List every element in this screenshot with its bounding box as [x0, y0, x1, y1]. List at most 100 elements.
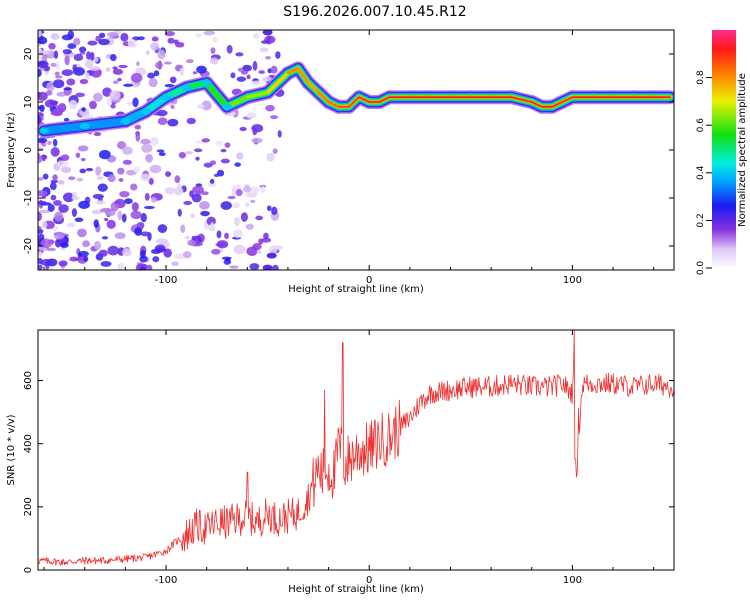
- top-y-tick-label: -10: [23, 190, 34, 206]
- spectrogram-cell: [40, 50, 52, 55]
- spectrogram-cell: [118, 178, 124, 182]
- spectrogram-cell: [71, 208, 78, 217]
- ridge-segment: [287, 67, 299, 74]
- spectrogram-cell: [96, 176, 104, 181]
- spectrogram-cell: [95, 35, 102, 42]
- spectrogram-cell: [38, 91, 48, 102]
- spectrogram-cell: [50, 33, 60, 40]
- spectrogram-cell: [50, 62, 57, 68]
- spectrogram-cell: [55, 61, 61, 71]
- top-x-axis: -100 0 100: [43, 30, 655, 286]
- spectrogram-cell: [266, 205, 272, 212]
- spectrogram-cell: [185, 59, 194, 64]
- spectrogram-cell: [117, 263, 125, 270]
- spectrogram-cell: [229, 265, 239, 269]
- spectrogram-cell: [47, 204, 55, 212]
- spectrogram-cell: [203, 30, 216, 36]
- spectrogram-cell: [143, 205, 155, 210]
- bottom-x-tick-label: -100: [155, 575, 178, 586]
- spectrogram-cell: [89, 51, 95, 61]
- spectrogram-cell: [95, 166, 102, 176]
- spectrogram-cell: [79, 51, 86, 55]
- spectrogram-cell: [200, 191, 209, 196]
- spectrogram-cell: [151, 36, 159, 42]
- spectrogram-cell: [210, 160, 217, 166]
- spectrogram-cell: [182, 251, 192, 259]
- spectrogram-cell: [68, 99, 78, 110]
- spectrogram-cell: [106, 98, 112, 107]
- spectrogram-cell: [251, 80, 261, 85]
- spectrogram-cell: [42, 173, 49, 180]
- spectrogram-cell: [210, 47, 216, 55]
- spectrogram-cell: [39, 104, 45, 112]
- bottom-y-axis: 0 200 400 600: [23, 371, 674, 573]
- spectrogram-cell: [116, 141, 127, 150]
- colorbar-tick-label: 0.2: [696, 213, 706, 227]
- spectrogram-cell: [63, 87, 72, 91]
- spectrogram-cell: [122, 159, 133, 165]
- spectrogram-cell: [239, 126, 247, 132]
- spectrogram-cell: [173, 253, 185, 260]
- spectrogram-cell: [235, 52, 244, 57]
- spectrogram-cell: [97, 183, 108, 192]
- spectrogram-cell: [78, 46, 87, 53]
- spectrogram-cell: [62, 49, 72, 55]
- spectrogram-cell: [84, 59, 94, 68]
- bottom-x-axis: -100 0 100: [43, 330, 655, 586]
- spectrogram-cell: [230, 72, 236, 79]
- spectrogram-cell: [72, 191, 77, 200]
- spectrogram-cell: [88, 66, 101, 71]
- spectrogram-cell: [258, 70, 265, 74]
- spectrogram-cell: [190, 213, 196, 219]
- spectrogram-cell: [177, 208, 182, 217]
- ridge-segment: [205, 82, 228, 108]
- spectrogram-cell: [237, 67, 244, 72]
- spectrogram-cell: [52, 138, 58, 147]
- spectrogram-cell: [262, 30, 273, 36]
- spectrogram-cell: [245, 223, 254, 230]
- spectrogram-cell: [216, 230, 222, 239]
- spectrogram-cell: [76, 177, 84, 182]
- ridge-segment: [327, 101, 340, 108]
- spectrogram-cell: [50, 194, 57, 201]
- chart-title: S196.2026.007.10.45.R12: [283, 4, 466, 20]
- spectrogram-cell: [47, 140, 52, 146]
- spectrogram-cell: [167, 118, 179, 127]
- spectrogram-cell: [242, 64, 252, 72]
- spectrogram-cell: [117, 167, 125, 175]
- ridge-segment: [297, 67, 310, 84]
- spectrogram-cell: [38, 200, 47, 205]
- spectrogram-cell: [83, 255, 89, 262]
- spectrogram-cell: [272, 148, 278, 154]
- bottom-x-axis-label: Height of straight line (km): [288, 584, 424, 595]
- spectrogram-cell: [107, 245, 120, 256]
- spectrogram-cell: [193, 148, 203, 153]
- spectrogram-cell: [252, 127, 258, 136]
- spectrogram-cell: [236, 152, 244, 160]
- spectrogram-cell: [49, 182, 57, 191]
- spectrogram-cell: [67, 30, 75, 40]
- spectrogram-cell: [74, 217, 84, 222]
- colorbar-gradient: [712, 30, 736, 268]
- spectrogram-cell: [73, 37, 81, 46]
- spectrogram-cell: [38, 30, 42, 38]
- spectrogram-cell: [75, 152, 81, 158]
- spectrogram-cell: [62, 192, 75, 203]
- spectrogram-cell: [272, 264, 279, 270]
- spectrogram-cell: [130, 183, 138, 191]
- spectrogram-cell: [183, 200, 193, 206]
- spectrogram-cell: [38, 115, 42, 125]
- ridge-point: [181, 84, 192, 91]
- spectrogram-cell: [48, 42, 56, 50]
- bottom-y-tick-label: 400: [23, 434, 34, 453]
- spectrogram-cell: [123, 83, 134, 87]
- spectrogram-cell: [145, 50, 150, 56]
- spectrogram-cell: [85, 168, 94, 172]
- spectrogram-cell: [92, 92, 103, 102]
- spectrogram-cell: [220, 148, 227, 153]
- spectrogram-cell: [270, 115, 279, 120]
- spectrogram-cell: [46, 247, 57, 252]
- ridge-point: [201, 79, 212, 86]
- spectrogram-cell: [232, 202, 240, 209]
- spectrogram-cell: [66, 78, 76, 86]
